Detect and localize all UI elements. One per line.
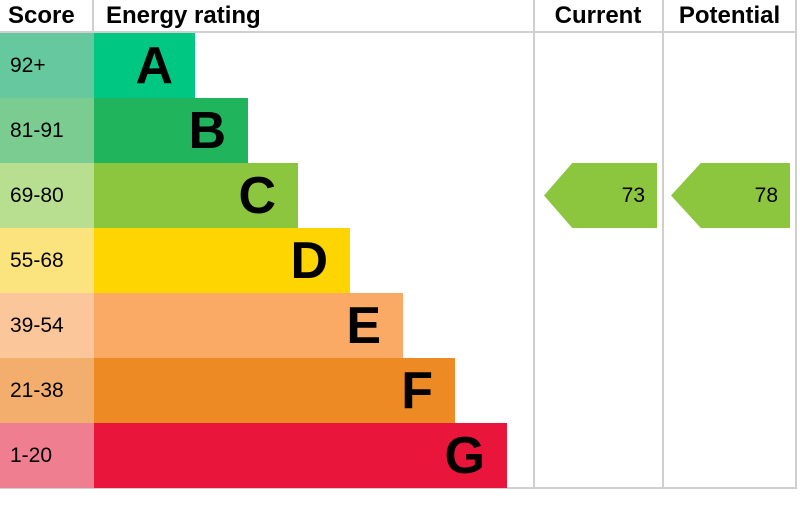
chart-bottom-border [0, 487, 797, 489]
score-range-g: 1-20 [0, 423, 94, 488]
score-range-a: 92+ [0, 33, 94, 98]
band-bar-f: F [94, 358, 455, 423]
band-bar-b: B [94, 98, 248, 163]
band-letter: A [135, 36, 173, 95]
score-range-f: 21-38 [0, 358, 94, 423]
band-bar-g: G [94, 423, 507, 488]
score-range-d: 55-68 [0, 228, 94, 293]
border-right [795, 0, 797, 488]
divider-score-rating [92, 0, 94, 31]
band-letter: C [238, 166, 276, 225]
band-bar-c: C [94, 163, 298, 228]
band-letter: B [188, 101, 226, 160]
current-score-value: 73 [621, 183, 645, 207]
band-bar-e: E [94, 293, 403, 358]
band-letter: G [444, 426, 485, 485]
header-potential: Potential [678, 1, 781, 29]
band-bar-d: D [94, 228, 350, 293]
potential-score-value: 78 [754, 183, 778, 207]
current-score-arrow: 73 [544, 163, 657, 228]
score-range-b: 81-91 [0, 98, 94, 163]
band-letter: F [401, 361, 433, 420]
header-current: Current [554, 1, 642, 29]
divider-rating-current [533, 0, 535, 488]
score-range-c: 69-80 [0, 163, 94, 228]
band-letter: D [290, 231, 328, 290]
header-score: Score [8, 1, 75, 29]
potential-score-arrow: 78 [671, 163, 790, 228]
header-energy-rating: Energy rating [106, 1, 261, 29]
band-letter: E [346, 296, 381, 355]
band-bar-a: A [94, 33, 195, 98]
header-bottom-border [0, 31, 797, 33]
divider-current-potential [662, 0, 664, 488]
score-range-e: 39-54 [0, 293, 94, 358]
